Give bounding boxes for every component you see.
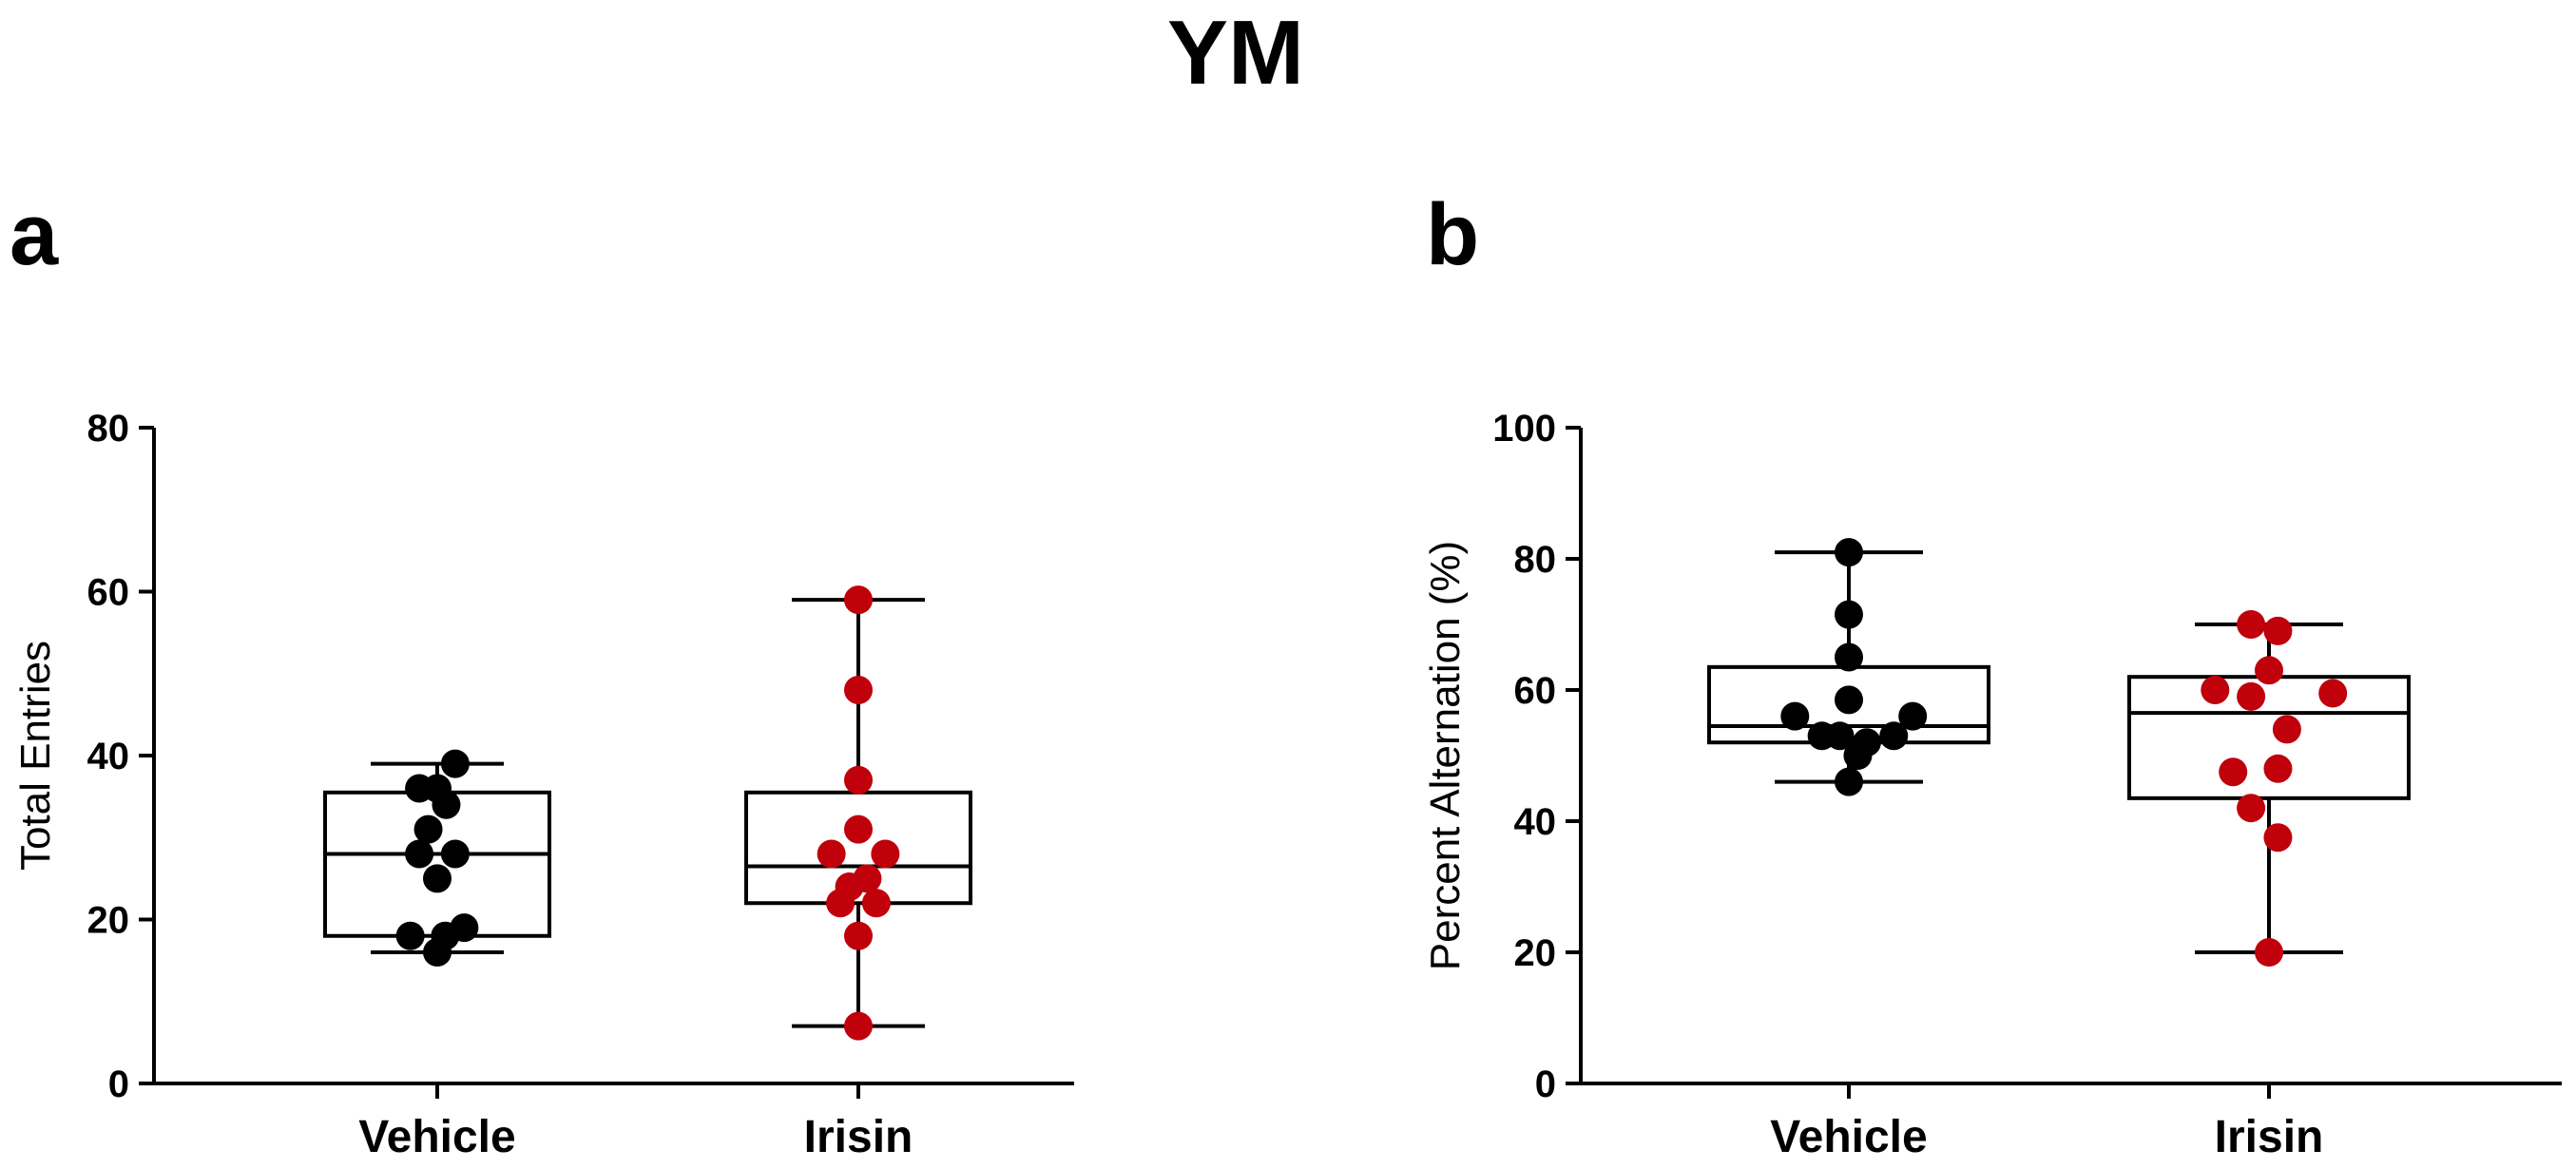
data-point <box>2201 676 2230 704</box>
y-axis-label: Percent Alternation (%) <box>1422 541 1469 970</box>
data-point <box>440 839 470 869</box>
data-point <box>844 676 873 704</box>
data-point <box>1825 721 1855 751</box>
y-tick-label: 0 <box>1535 1064 1556 1105</box>
data-point <box>2272 715 2301 744</box>
data-point <box>2255 938 2283 967</box>
series-irisin <box>744 585 972 1041</box>
panel-a: a 0 20 40 60 80 Total Entries Vehicle Irisin <box>10 186 1074 1162</box>
data-point <box>2237 681 2266 711</box>
data-point <box>1852 728 1881 757</box>
data-point <box>1835 767 1863 796</box>
data-point <box>2237 794 2266 823</box>
data-point <box>1835 685 1863 715</box>
y-tick-label: 80 <box>1514 539 1557 581</box>
series-vehicle <box>323 749 551 967</box>
category-label-vehicle: Vehicle <box>358 1112 515 1162</box>
y-tick-label: 60 <box>1514 670 1557 712</box>
data-point <box>1835 600 1863 629</box>
y-tick-label: 60 <box>87 572 130 614</box>
y-axis-label: Total Entries <box>12 641 59 871</box>
data-point <box>423 774 452 803</box>
y-tick-label: 20 <box>1514 932 1557 974</box>
data-point <box>440 749 470 778</box>
data-point <box>1780 701 1810 731</box>
data-point <box>844 585 873 615</box>
data-point <box>844 765 873 795</box>
data-point <box>871 839 900 869</box>
data-point <box>395 921 425 950</box>
data-point <box>844 921 873 950</box>
data-point <box>1898 701 1928 731</box>
data-point <box>844 814 873 844</box>
panel-letter-b: b <box>1426 186 1479 283</box>
category-label-irisin: Irisin <box>804 1112 913 1162</box>
category-label-vehicle: Vehicle <box>1770 1112 1927 1162</box>
data-point <box>853 864 882 893</box>
y-tick-label: 40 <box>1514 801 1557 843</box>
y-tick-label: 80 <box>87 408 130 450</box>
data-point <box>817 839 846 869</box>
data-point <box>844 1011 873 1041</box>
series-vehicle <box>1707 538 1990 796</box>
data-point <box>2219 757 2248 787</box>
y-tick-label: 40 <box>87 736 130 777</box>
data-point <box>1835 642 1863 672</box>
data-point <box>2263 823 2293 853</box>
y-tick-label: 0 <box>108 1064 129 1105</box>
series-irisin <box>2127 610 2411 967</box>
data-point <box>413 814 443 844</box>
data-point <box>423 864 452 893</box>
figure-title: YM <box>1167 2 1304 104</box>
y-tick-label: 100 <box>1492 408 1556 450</box>
y-tick-label: 20 <box>87 900 130 942</box>
box <box>2127 675 2411 800</box>
data-point <box>2237 610 2266 639</box>
data-point <box>2318 679 2348 708</box>
panel-b: b 0 20 40 60 80 100 Percent Alternation (%) Vehi… <box>1422 186 2562 1162</box>
data-point <box>450 913 479 943</box>
data-point <box>861 889 891 918</box>
data-point <box>2263 616 2293 645</box>
data-point <box>405 839 434 869</box>
category-label-irisin: Irisin <box>2215 1112 2324 1162</box>
panel-letter-a: a <box>10 186 59 283</box>
data-point <box>1835 538 1863 567</box>
data-point <box>2263 754 2293 783</box>
data-point <box>2255 656 2283 685</box>
data-point <box>1879 721 1909 751</box>
